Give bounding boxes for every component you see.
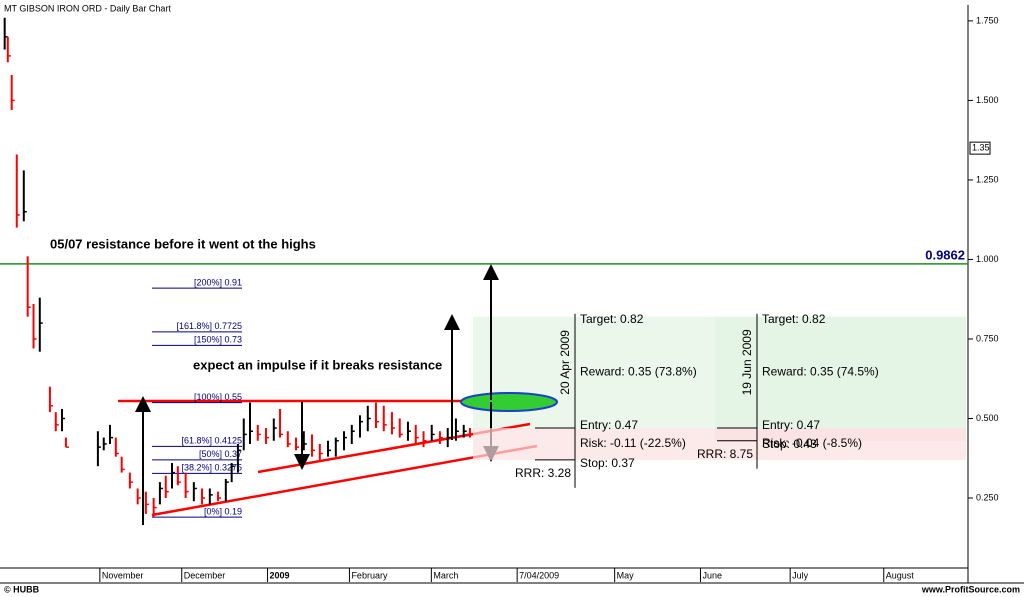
- footer-left: © HUBB: [4, 584, 40, 594]
- breakout-ellipse: [460, 392, 558, 412]
- rrr-label: RRR: 8.75: [697, 447, 753, 461]
- arrows: [135, 264, 499, 525]
- x-tick-label: 2009: [270, 570, 290, 580]
- date-label: 20 Apr 2009: [558, 330, 572, 395]
- last-price-box: [969, 141, 991, 155]
- rrr-label: RRR: 3.28: [515, 466, 571, 480]
- target-label: Target: 0.82: [580, 312, 644, 326]
- date-label: 19 Jun 2009: [740, 329, 754, 395]
- fib-label: [200%] 0.91: [194, 277, 242, 287]
- trendline: [151, 444, 538, 517]
- risk-label: Risk: -0.04 (-8.5%): [762, 436, 862, 450]
- x-tick-label: July: [792, 570, 809, 580]
- target-label: Target: 0.82: [762, 312, 826, 326]
- y-tick-label: 1.000: [976, 254, 999, 264]
- fib-label: [50%] 0.37: [199, 449, 242, 459]
- fib-label: [38.2%] 0.3275: [181, 463, 242, 473]
- entry-label: Entry: 0.47: [762, 418, 820, 432]
- risk-zone: [715, 428, 966, 441]
- chart-title: MT GIBSON IRON ORD - Daily Bar Chart: [4, 3, 171, 13]
- x-tick-label: May: [617, 570, 635, 580]
- entry-label: Entry: 0.47: [580, 418, 638, 432]
- stop-label: Stop: 0.37: [580, 456, 635, 470]
- fib-label: [100%] 0.55: [194, 392, 242, 402]
- y-tick-label: 1.250: [976, 174, 999, 184]
- annotation: 05/07 resistance before it went ot the h…: [50, 236, 316, 251]
- x-tick-label: June: [702, 570, 722, 580]
- fib-label: [0%] 0.19: [204, 506, 242, 516]
- y-tick-label: 0.250: [976, 492, 999, 502]
- fib-label: [61.8%] 0.4125: [181, 436, 242, 446]
- reference-label: 0.9862: [925, 247, 965, 262]
- x-tick-label: November: [102, 570, 144, 580]
- x-tick-label: March: [433, 570, 458, 580]
- y-tick-label: 0.750: [976, 333, 999, 343]
- reward-label: Reward: 0.35 (74.5%): [762, 365, 879, 379]
- footer-right: www.ProfitSource.com: [921, 584, 1020, 594]
- y-tick-label: 1.500: [976, 95, 999, 105]
- reward-label: Reward: 0.35 (73.8%): [580, 365, 697, 379]
- fib-label: [161.8%] 0.7725: [176, 321, 242, 331]
- stop-label: Stop: 0.43: [762, 437, 817, 451]
- x-tick-label: February: [351, 570, 388, 580]
- x-tick-label: December: [184, 570, 226, 580]
- risk-label: Risk: -0.11 (-22.5%): [580, 436, 686, 450]
- y-tick-label: 1.750: [976, 15, 999, 25]
- last-price-label: 1.35: [972, 143, 990, 153]
- risk-reward-boxes: [473, 316, 966, 429]
- annotation: expect an impulse if it breaks resistanc…: [193, 357, 442, 372]
- y-tick-label: 0.500: [976, 413, 999, 423]
- x-tick-label: August: [886, 570, 915, 580]
- x-tick-label: 7/04/2009: [519, 570, 559, 580]
- fib-label: [150%] 0.73: [194, 335, 242, 345]
